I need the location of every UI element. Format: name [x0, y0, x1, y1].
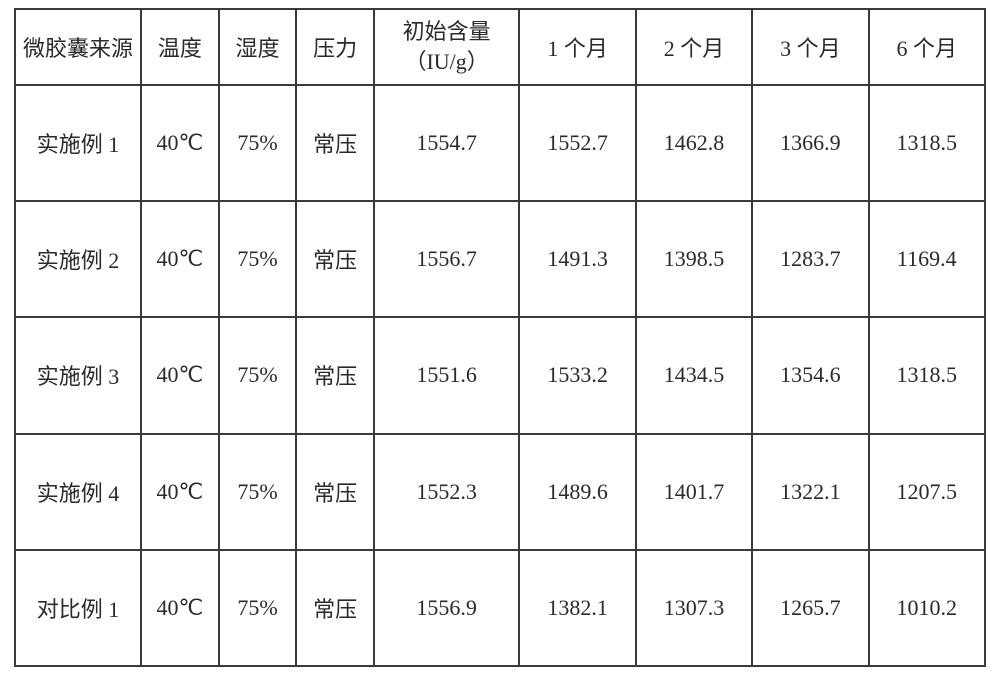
cell-humid: 75%: [219, 434, 297, 550]
cell-m3: 1354.6: [752, 317, 868, 433]
header-initial-line1: 初始含量: [403, 19, 491, 44]
header-pressure: 压力: [296, 9, 374, 85]
table-row: 实施例 2 40℃ 75% 常压 1556.7 1491.3 1398.5 12…: [15, 201, 985, 317]
cell-initial: 1551.6: [374, 317, 520, 433]
cell-m1: 1489.6: [519, 434, 635, 550]
cell-press: 常压: [296, 434, 374, 550]
cell-m6: 1207.5: [869, 434, 985, 550]
cell-m2: 1398.5: [636, 201, 752, 317]
cell-m6: 1010.2: [869, 550, 985, 666]
header-m6: 6 个月: [869, 9, 985, 85]
cell-m3: 1265.7: [752, 550, 868, 666]
cell-m1: 1382.1: [519, 550, 635, 666]
table-row: 实施例 3 40℃ 75% 常压 1551.6 1533.2 1434.5 13…: [15, 317, 985, 433]
cell-humid: 75%: [219, 317, 297, 433]
cell-m2: 1462.8: [636, 85, 752, 201]
cell-m2: 1401.7: [636, 434, 752, 550]
cell-temp: 40℃: [141, 434, 219, 550]
table-row: 实施例 4 40℃ 75% 常压 1552.3 1489.6 1401.7 13…: [15, 434, 985, 550]
cell-m1: 1552.7: [519, 85, 635, 201]
cell-initial: 1556.9: [374, 550, 520, 666]
cell-humid: 75%: [219, 201, 297, 317]
cell-temp: 40℃: [141, 85, 219, 201]
cell-temp: 40℃: [141, 201, 219, 317]
cell-m2: 1434.5: [636, 317, 752, 433]
table-row: 实施例 1 40℃ 75% 常压 1554.7 1552.7 1462.8 13…: [15, 85, 985, 201]
cell-press: 常压: [296, 85, 374, 201]
cell-source: 实施例 2: [15, 201, 141, 317]
cell-m1: 1533.2: [519, 317, 635, 433]
cell-source: 实施例 4: [15, 434, 141, 550]
cell-m6: 1169.4: [869, 201, 985, 317]
table-row: 对比例 1 40℃ 75% 常压 1556.9 1382.1 1307.3 12…: [15, 550, 985, 666]
cell-m3: 1366.9: [752, 85, 868, 201]
cell-m2: 1307.3: [636, 550, 752, 666]
cell-initial: 1552.3: [374, 434, 520, 550]
cell-press: 常压: [296, 317, 374, 433]
cell-initial: 1554.7: [374, 85, 520, 201]
cell-source: 实施例 1: [15, 85, 141, 201]
cell-m3: 1322.1: [752, 434, 868, 550]
header-source: 微胶囊来源: [15, 9, 141, 85]
header-humidity: 湿度: [219, 9, 297, 85]
cell-temp: 40℃: [141, 550, 219, 666]
header-initial-line2: （IU/g）: [375, 47, 519, 77]
cell-source: 实施例 3: [15, 317, 141, 433]
header-m2: 2 个月: [636, 9, 752, 85]
cell-m1: 1491.3: [519, 201, 635, 317]
header-m3: 3 个月: [752, 9, 868, 85]
cell-m6: 1318.5: [869, 85, 985, 201]
cell-m3: 1283.7: [752, 201, 868, 317]
cell-temp: 40℃: [141, 317, 219, 433]
table-header-row: 微胶囊来源 温度 湿度 压力 初始含量 （IU/g） 1 个月 2 个月 3 个…: [15, 9, 985, 85]
stability-data-table: 微胶囊来源 温度 湿度 压力 初始含量 （IU/g） 1 个月 2 个月 3 个…: [14, 8, 986, 667]
cell-press: 常压: [296, 550, 374, 666]
cell-source: 对比例 1: [15, 550, 141, 666]
cell-m6: 1318.5: [869, 317, 985, 433]
header-temp: 温度: [141, 9, 219, 85]
cell-humid: 75%: [219, 550, 297, 666]
cell-humid: 75%: [219, 85, 297, 201]
cell-initial: 1556.7: [374, 201, 520, 317]
cell-press: 常压: [296, 201, 374, 317]
header-initial: 初始含量 （IU/g）: [374, 9, 520, 85]
header-m1: 1 个月: [519, 9, 635, 85]
